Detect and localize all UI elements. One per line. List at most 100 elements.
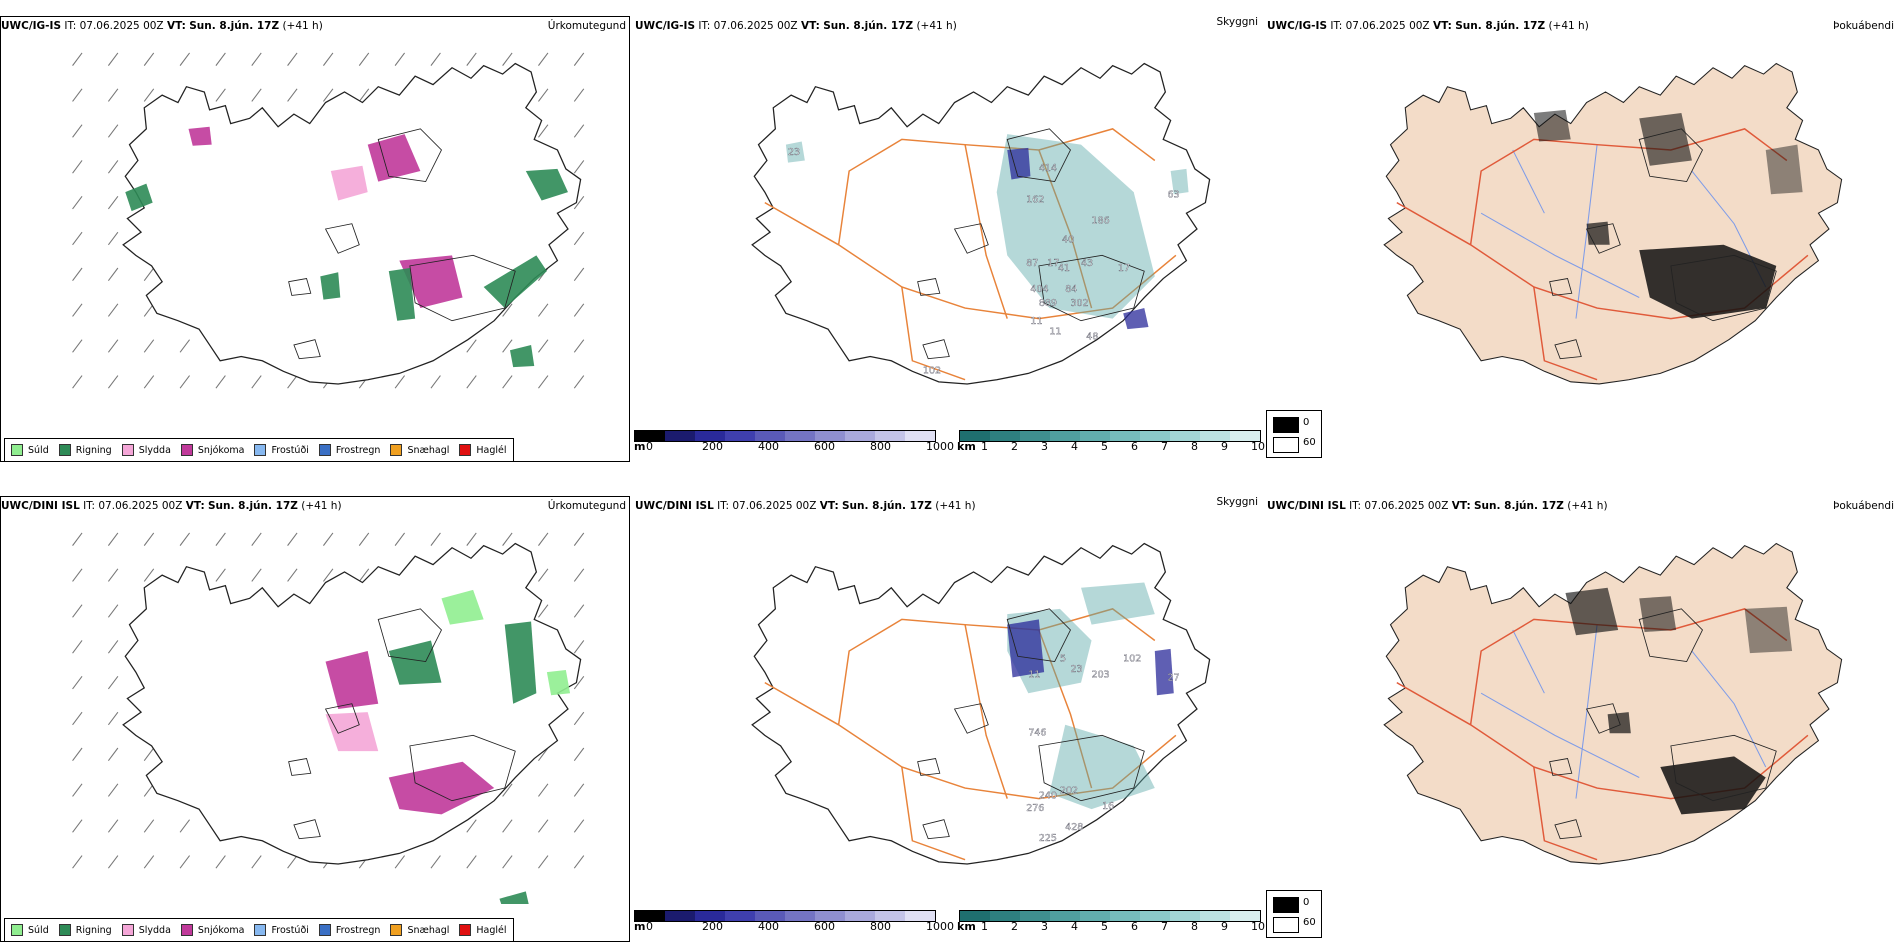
wind-barb [107,339,119,353]
colorbar-cell [1080,911,1110,921]
wind-barb [179,855,190,869]
fog-index-panel: UWC/DINI ISL IT: 07.06.2025 00Z VT: Sun.… [1266,480,1900,950]
wind-barb [107,231,119,246]
wind-barb [143,532,155,546]
legend-item: Frostregn [318,924,380,936]
fog-map [1383,542,1843,865]
panel-type-title: Skyggni [1216,16,1259,28]
colorbar-cell [665,431,695,441]
colorbar-cell [1230,911,1260,921]
legend-swatch [390,444,403,456]
wind-barb [358,52,370,66]
wind-barb [143,855,155,869]
colorbar-cell [845,911,875,921]
wind-barb [215,375,226,389]
wind-barb [323,88,334,102]
wind-barb [72,303,83,317]
colorbar-tick: 5 [1101,920,1108,933]
legend-swatch [318,924,331,936]
colorbar-cell [725,431,755,441]
colorbar-cell [875,431,905,441]
legend-swatch [254,924,267,936]
model-name: UWC/IG-IS [1267,20,1328,32]
colorbar-cell [990,431,1020,441]
wind-barb [538,819,549,833]
glacier-outline [288,758,312,776]
wind-barb [538,52,549,66]
colorbar-cell [1140,431,1170,441]
visibility-value-label: 102 [923,365,941,376]
colorbar-tick: 5 [1101,440,1108,453]
legend-label: Slydda [138,444,171,456]
legend-label: Snjókoma [197,444,245,456]
fog-index-area [1565,587,1619,636]
fog-legend-value: 0 [1303,417,1310,428]
legend-swatch [58,924,71,936]
visibility-value-label: 428 [1065,822,1083,833]
wind-barb [72,231,83,246]
valid-time-label: VT: [166,20,186,32]
wind-barb [573,124,585,138]
glacier-outline [1638,128,1703,183]
forecast-row-dini: UWC/DINI ISL IT: 07.06.2025 00Z VT: Sun.… [0,480,1900,950]
visibility-value-label: 5 [1060,654,1066,665]
visibility-value-label: 225 [1039,833,1057,844]
wind-barb [573,747,585,761]
wind-barb [573,640,585,654]
colorbar-tick: 400 [758,920,779,933]
glacier-outline [922,339,950,360]
wind-barb [573,375,585,389]
road-line [1038,149,1093,309]
wind-barb [502,52,513,66]
model-name: UWC/DINI ISL [1,500,80,512]
colorbar-cell [1170,431,1200,441]
precip-area-rain [510,344,535,368]
wind-barb [72,196,83,210]
fog-index-legend: 0 60 [1266,410,1322,458]
model-name: UWC/IG-IS [635,20,696,32]
river-line [1575,144,1598,319]
precip-area-rain [388,640,442,685]
precip-type-panel: UWC/DINI ISL IT: 07.06.2025 00Z VT: Sun.… [0,480,632,950]
wind-barb [72,819,83,833]
wind-barb [573,783,585,797]
legend-item: Snjókoma [180,444,245,456]
legend-item: Súld [11,444,49,456]
colorbar-tick: 3 [1041,440,1048,453]
wind-barb [72,604,83,618]
visibility-value-label: 87 [1026,258,1038,269]
colorbar-tick: 7 [1161,920,1168,933]
precip-area-rain [499,891,529,904]
visibility-value-label: 63 [1167,189,1179,200]
precip-area-snow [399,255,463,309]
colorbar-cell [1200,911,1230,921]
wind-barb [143,375,155,389]
visibility-value-label: 41 [1058,263,1070,274]
wind-barb [538,855,549,869]
wind-barb [394,532,406,546]
legend-label: Haglél [476,924,507,936]
init-time-label: IT: [698,20,711,32]
colorbar-tick: 4 [1071,920,1078,933]
legend-item: Súld [11,924,49,936]
colorbar-unit: km [957,440,976,453]
wind-barb [251,855,262,869]
visibility-value-label: 162 [1026,195,1044,206]
glacier-outline [409,254,516,322]
colorbar-tick: 1000 [926,920,954,933]
colorbar-tick: 2 [1011,920,1018,933]
visibility-m-area [1123,308,1149,330]
river-line [1512,149,1545,214]
colorbar-tick: 7 [1161,440,1168,453]
road-line [1469,128,1788,245]
precip-map [72,52,585,389]
fog-index-area [1639,113,1692,166]
fog-legend-swatch [1273,917,1299,933]
legend-swatch [121,444,134,456]
valid-time-label: VT: [800,20,820,32]
wind-barb [72,568,83,582]
colorbar-cell [845,431,875,441]
visibility-value-label: 414 [1039,163,1057,174]
wind-barb [502,339,513,353]
wind-barb [287,375,298,389]
